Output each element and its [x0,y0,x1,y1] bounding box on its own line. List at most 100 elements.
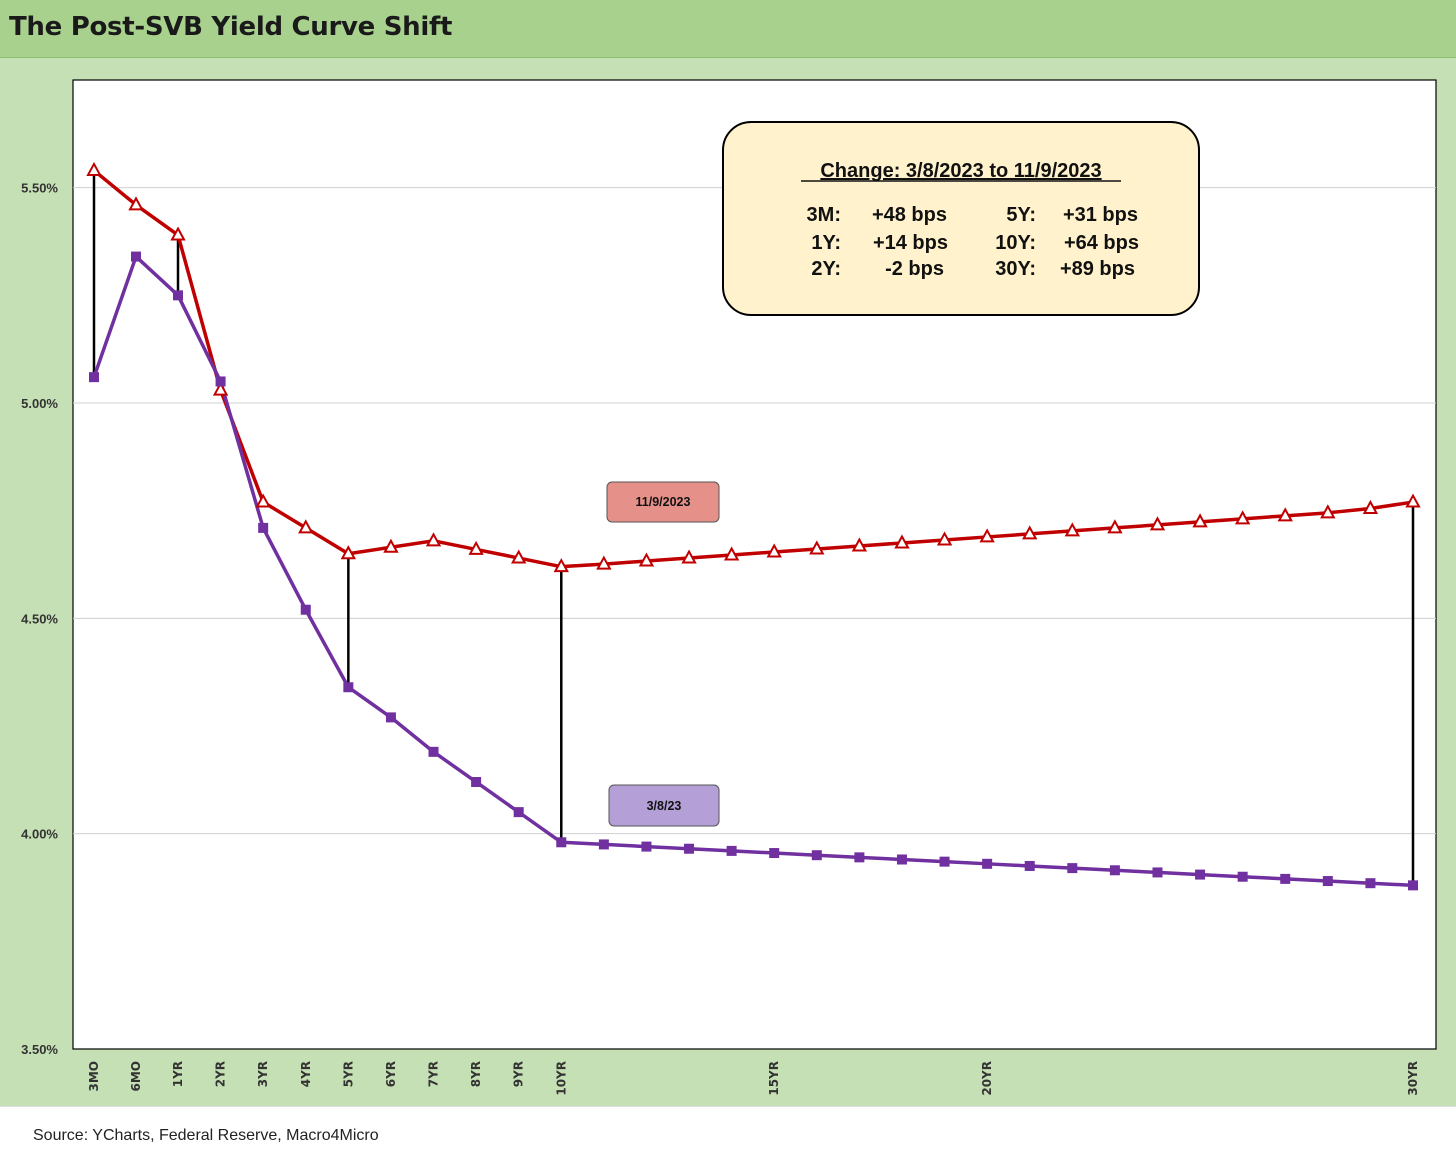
annotation-box-bg [722,121,1200,316]
data-point-nov-2023 [936,531,953,546]
data-point-mar-2023 [1237,871,1248,882]
data-point-mar-2023 [982,858,993,869]
change-10y-label: 10Y: [995,232,1036,254]
series-tag-mar: 3/8/23 [647,799,682,813]
data-point-mar-2023 [258,522,269,533]
data-point-mar-2023 [215,376,226,387]
data-point-nov-2023 [298,519,314,534]
change-5y-label: 5Y: [1006,204,1036,226]
data-point-mar-2023 [300,604,311,615]
data-point-nov-2023 [809,540,825,555]
data-point-mar-2023 [131,251,141,262]
data-point-nov-2023 [851,537,868,552]
x-tick-label: 3YR [256,1061,270,1087]
data-point-mar-2023 [598,839,609,850]
data-point-mar-2023 [1322,876,1333,887]
data-point-mar-2023 [939,856,950,867]
x-tick-label: 6MO [129,1061,143,1092]
x-tick-label: 30YR [1406,1061,1420,1096]
yield-curve-chart: 3.50% 4.00% 4.50% 5.00% 5.50% 3MO 6MO 1YR 2YR 3Y… [21,79,1437,1096]
data-point-nov-2023 [212,381,229,396]
change-2y-value: -2 bps [885,258,944,280]
series-line-nov-2023 [92,169,1414,569]
annotation-box: Change: 3/8/2023 to 11/9/2023 3M: +48 bp… [722,121,1200,316]
x-tick-label: 5YR [341,1061,355,1087]
chart-panel: 3.50% 4.00% 4.50% 5.00% 5.50% 3MO 6MO 1YR 2YR 3Y… [0,58,1456,1106]
data-point-mar-2023 [1024,860,1035,871]
x-tick-label: 6YR [384,1061,398,1087]
data-point-mar-2023 [89,372,99,383]
change-2y-label: 2Y: [811,258,841,280]
data-point-nov-2023 [553,558,569,573]
data-point-mar-2023 [385,712,396,723]
data-point-nov-2023 [468,540,484,555]
data-point-mar-2023 [343,682,354,693]
x-tick-label: 15YR [767,1061,781,1096]
data-point-nov-2023 [723,546,740,561]
page-title: The Post-SVB Yield Curve Shift [9,12,453,42]
y-tick-label: 4.00% [21,827,58,842]
data-point-mar-2023 [1408,880,1418,891]
change-10y-value: +64 bps [1064,232,1139,254]
data-point-nov-2023 [511,549,527,564]
data-point-nov-2023 [255,493,271,508]
footer: Source: YCharts, Federal Reserve, Macro4… [0,1106,1456,1153]
title-bar: The Post-SVB Yield Curve Shift [0,0,1456,58]
change-3m-label: 3M: [807,204,841,226]
data-point-mar-2023 [1280,873,1291,884]
data-point-mar-2023 [769,848,780,859]
x-tick-label: 7YR [427,1061,441,1087]
change-30y-label: 30Y: [995,258,1036,280]
data-point-mar-2023 [513,807,524,818]
series-tag-mar-bg [608,784,720,827]
data-point-nov-2023 [1234,510,1251,525]
data-point-mar-2023 [556,837,567,848]
change-1y-label: 1Y: [811,232,841,254]
x-tick-label: 3MO [87,1061,101,1092]
data-point-mar-2023 [726,845,737,856]
data-point-mar-2023 [684,843,695,854]
x-tick-label: 10YR [554,1061,568,1096]
data-point-nov-2023 [681,549,697,564]
x-tick-label: 8YR [469,1061,483,1087]
data-point-mar-2023 [1109,865,1120,876]
y-axis-ticks: 3.50% 4.00% 4.50% 5.00% 5.50% [21,181,58,1057]
y-tick-label: 5.50% [21,181,58,196]
change-5y-value: +31 bps [1063,204,1138,226]
data-point-nov-2023 [1107,519,1123,534]
change-3m-value: +48 bps [872,204,947,226]
data-point-nov-2023 [894,534,910,549]
data-point-mar-2023 [854,852,865,863]
data-point-mar-2023 [173,290,183,301]
series-layer [86,161,1421,891]
x-tick-label: 4YR [299,1061,313,1087]
data-point-mar-2023 [1365,878,1376,889]
data-point-mar-2023 [1067,863,1078,874]
data-point-nov-2023 [170,226,186,241]
data-point-nov-2023 [1022,525,1038,540]
data-point-nov-2023 [1192,513,1208,528]
change-connectors [92,170,1415,886]
data-point-nov-2023 [1277,507,1293,522]
data-point-nov-2023 [128,196,144,211]
series-tag-nov-bg [606,481,720,523]
data-point-nov-2023 [340,545,357,560]
x-tick-label: 2YR [214,1061,228,1087]
y-tick-label: 3.50% [21,1042,58,1057]
y-tick-label: 4.50% [21,611,58,626]
data-point-nov-2023 [766,543,782,558]
x-axis-ticks: 3MO 6MO 1YR 2YR 3YR 4YR 5YR 6YR 7YR 8YR 9YR 10YR 15Y… [87,1061,1420,1096]
data-point-nov-2023 [638,552,655,567]
data-point-mar-2023 [896,854,907,865]
data-point-mar-2023 [1152,867,1163,878]
data-point-nov-2023 [383,538,399,553]
data-point-mar-2023 [471,776,482,787]
data-point-mar-2023 [1195,869,1206,880]
change-1y-value: +14 bps [873,232,948,254]
source-note: Source: YCharts, Federal Reserve, Macro4… [33,1127,379,1144]
x-tick-label: 9YR [512,1061,526,1087]
annotation-heading: Change: 3/8/2023 to 11/9/2023 [820,160,1101,182]
data-point-nov-2023 [979,528,995,543]
data-point-nov-2023 [86,161,102,176]
x-tick-label: 1YR [171,1061,185,1087]
